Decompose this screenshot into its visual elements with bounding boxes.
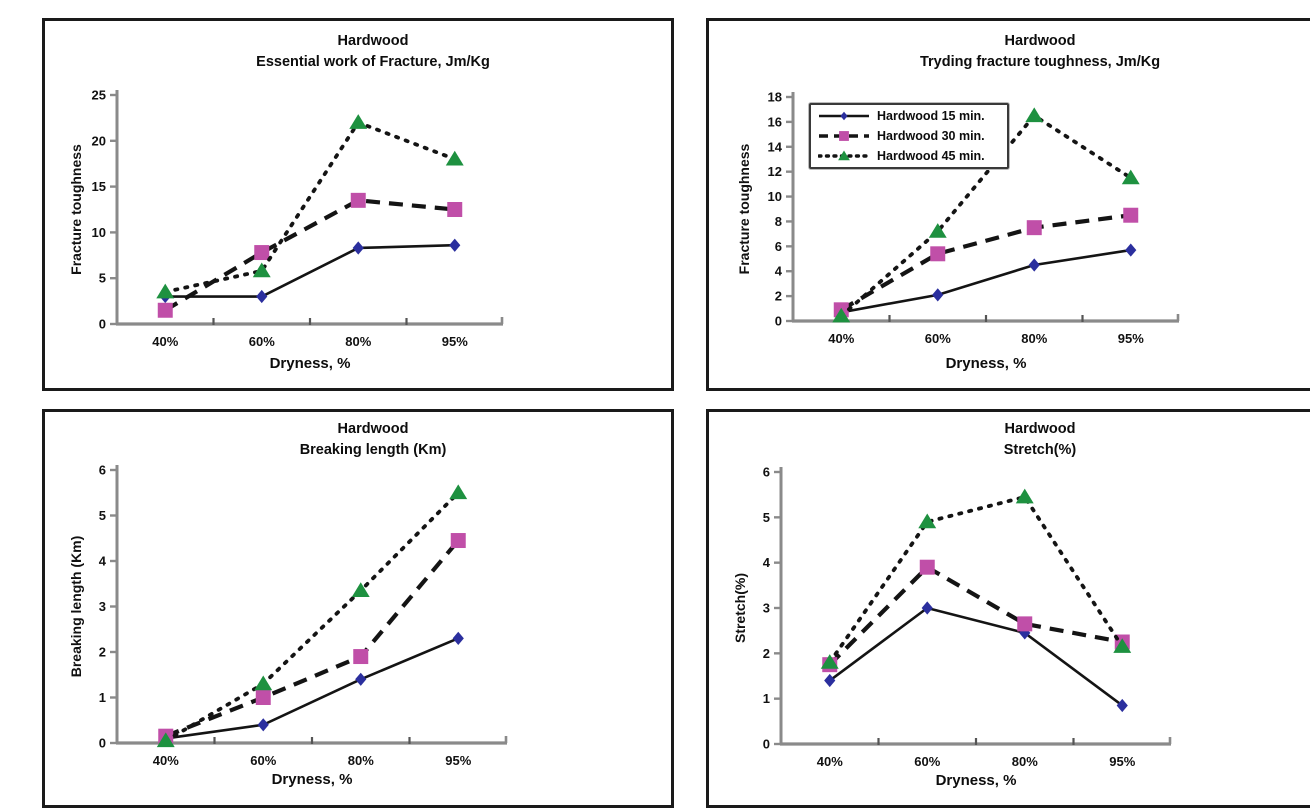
svg-text:95%: 95% xyxy=(445,753,471,768)
svg-text:40%: 40% xyxy=(152,334,178,349)
svg-text:60%: 60% xyxy=(249,334,275,349)
legend-line-square-sample xyxy=(818,128,870,144)
chart-canvas-stretch: 0 1 2 3 4 5 6 40% 60% 80% 95% Stretch(%) xyxy=(732,465,1172,769)
chart-title-line2: Breaking length (Km) xyxy=(299,442,447,458)
svg-text:8: 8 xyxy=(775,214,782,229)
svg-text:16: 16 xyxy=(768,114,782,129)
svg-text:5: 5 xyxy=(99,508,106,523)
chart-title: Hardwood Breaking length (Km) xyxy=(75,419,671,461)
svg-text:40%: 40% xyxy=(828,331,854,346)
svg-text:40%: 40% xyxy=(153,753,179,768)
legend-line-diamond-sample xyxy=(818,108,870,124)
x-axis-label: Dryness, % xyxy=(271,771,353,788)
svg-text:0: 0 xyxy=(775,314,782,329)
svg-text:5: 5 xyxy=(99,271,106,286)
x-axis-label: Dryness, % xyxy=(945,355,1027,372)
svg-text:Fracture toughness: Fracture toughness xyxy=(68,144,84,275)
chart-canvas-breaking-length: 0 1 2 3 4 5 6 40% 60% 80% 95% Breaking length (Km) xyxy=(68,463,508,768)
chart-panel-stretch: 0 1 2 3 4 5 6 40% 60% 80% 95% Stretch(%) Hardwood S… xyxy=(706,409,1310,808)
svg-text:0: 0 xyxy=(99,736,106,751)
svg-text:1: 1 xyxy=(763,691,770,706)
chart-title: Hardwood Tryding fracture toughness, Jm/… xyxy=(739,31,1310,73)
svg-text:95%: 95% xyxy=(1118,331,1144,346)
svg-text:6: 6 xyxy=(763,465,770,480)
svg-text:0: 0 xyxy=(99,317,106,332)
svg-text:2: 2 xyxy=(763,646,770,661)
svg-text:1: 1 xyxy=(99,690,106,705)
legend-label: Hardwood 15 min. xyxy=(877,109,985,123)
legend-item-45min: Hardwood 45 min. xyxy=(817,147,1007,165)
svg-text:2: 2 xyxy=(775,289,782,304)
svg-text:Stretch(%): Stretch(%) xyxy=(732,573,748,643)
chart-title-line2: Tryding fracture toughness, Jm/Kg xyxy=(919,54,1161,70)
svg-text:3: 3 xyxy=(763,601,770,616)
svg-text:80%: 80% xyxy=(1012,754,1038,769)
svg-text:Breaking length (Km): Breaking length (Km) xyxy=(68,536,84,678)
chart-title-line1: Hardwood xyxy=(337,421,409,437)
svg-text:Fracture toughness: Fracture toughness xyxy=(736,143,752,274)
legend-label: Hardwood 30 min. xyxy=(877,129,985,143)
chart-panel-essential-work-of-fracture: 0 5 10 15 20 25 40% 60% 80% 95% Fracture toughness… xyxy=(42,18,674,391)
svg-text:95%: 95% xyxy=(1109,754,1135,769)
svg-text:60%: 60% xyxy=(250,753,276,768)
legend-item-15min: Hardwood 15 min. xyxy=(818,107,1007,125)
chart-legend: Hardwood 15 min. Hardwood 30 min. Hardwo… xyxy=(809,103,1009,169)
svg-text:2: 2 xyxy=(99,645,106,660)
legend-label: Hardwood 45 min. xyxy=(877,149,985,163)
chart-title-line1: Hardwood xyxy=(337,33,409,49)
svg-text:14: 14 xyxy=(768,139,783,154)
x-axis-label: Dryness, % xyxy=(269,355,351,372)
chart-panel-breaking-length: 0 1 2 3 4 5 6 40% 60% 80% 95% Breaking length (Km) … xyxy=(42,409,674,808)
svg-text:80%: 80% xyxy=(345,334,371,349)
svg-text:10: 10 xyxy=(768,189,782,204)
svg-text:12: 12 xyxy=(768,164,782,179)
x-axis-label: Dryness, % xyxy=(935,772,1017,789)
svg-text:15: 15 xyxy=(92,179,106,194)
svg-text:60%: 60% xyxy=(925,331,951,346)
svg-text:6: 6 xyxy=(775,239,782,254)
svg-text:80%: 80% xyxy=(1021,331,1047,346)
chart-title-line2: Essential work of Fracture, Jm/Kg xyxy=(256,54,490,70)
chart-panel-tryding-fracture-toughness: 0 2 4 6 8 10 12 14 16 18 40% 60% 80% 95% Fracture toug… xyxy=(706,18,1310,391)
svg-text:3: 3 xyxy=(99,599,106,614)
svg-text:10: 10 xyxy=(92,225,106,240)
svg-text:95%: 95% xyxy=(442,334,468,349)
legend-line-triangle-sample xyxy=(817,148,871,164)
svg-text:5: 5 xyxy=(763,510,770,525)
chart-title: Hardwood Essential work of Fracture, Jm/… xyxy=(75,31,671,73)
svg-text:80%: 80% xyxy=(348,753,374,768)
chart-title-line1: Hardwood xyxy=(1004,421,1076,437)
svg-text:4: 4 xyxy=(763,555,771,570)
svg-text:4: 4 xyxy=(99,554,107,569)
chart-canvas-tryding-fracture: 0 2 4 6 8 10 12 14 16 18 40% 60% 80% 95% Fracture toug… xyxy=(736,90,1180,346)
chart-title: Hardwood Stretch(%) xyxy=(739,419,1310,461)
svg-text:25: 25 xyxy=(92,88,106,103)
chart-title-line2: Stretch(%) xyxy=(1003,442,1077,458)
chart-title-line1: Hardwood xyxy=(1004,33,1076,49)
svg-text:18: 18 xyxy=(768,90,782,105)
svg-text:20: 20 xyxy=(92,133,106,148)
svg-text:6: 6 xyxy=(99,463,106,478)
svg-text:0: 0 xyxy=(763,737,770,752)
legend-item-30min: Hardwood 30 min. xyxy=(818,127,1007,145)
chart-canvas-essential-work: 0 5 10 15 20 25 40% 60% 80% 95% Fracture toughness xyxy=(68,88,504,349)
svg-text:4: 4 xyxy=(775,264,783,279)
svg-text:60%: 60% xyxy=(914,754,940,769)
svg-text:40%: 40% xyxy=(817,754,843,769)
